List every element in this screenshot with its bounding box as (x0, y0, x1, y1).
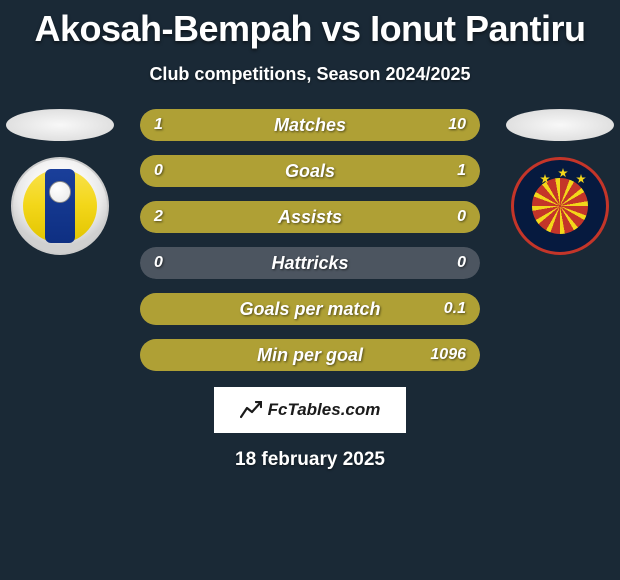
player-right-column (500, 109, 620, 255)
attribution-text: FcTables.com (268, 400, 381, 420)
stat-value-left: 2 (154, 201, 163, 233)
bar-fill-right (140, 155, 480, 187)
page-title: Akosah-Bempah vs Ionut Pantiru (0, 0, 620, 50)
bar-fill-right (140, 293, 480, 325)
bar-track (140, 247, 480, 279)
stat-row: 1096Min per goal (140, 339, 480, 371)
bar-fill-right (171, 109, 480, 141)
date-label: 18 february 2025 (0, 449, 620, 471)
stat-value-right: 0.1 (444, 293, 466, 325)
chart-icon (240, 401, 262, 419)
stat-row: 00Hattricks (140, 247, 480, 279)
stat-value-right: 10 (448, 109, 466, 141)
player-right-silhouette (506, 109, 614, 141)
stat-row: 0.1Goals per match (140, 293, 480, 325)
attribution-badge: FcTables.com (214, 387, 406, 433)
stat-value-right: 0 (457, 247, 466, 279)
stat-value-right: 1096 (430, 339, 466, 371)
comparison-area: 110Matches01Goals20Assists00Hattricks0.1… (0, 109, 620, 471)
stat-row: 01Goals (140, 155, 480, 187)
bar-fill-left (140, 201, 480, 233)
stat-bars: 110Matches01Goals20Assists00Hattricks0.1… (140, 109, 480, 371)
club-badge-left (11, 157, 109, 255)
page-subtitle: Club competitions, Season 2024/2025 (0, 64, 620, 85)
player-left-silhouette (6, 109, 114, 141)
club-badge-right (511, 157, 609, 255)
stat-row: 110Matches (140, 109, 480, 141)
stat-row: 20Assists (140, 201, 480, 233)
stat-value-right: 0 (457, 201, 466, 233)
stat-value-left: 0 (154, 247, 163, 279)
stat-value-left: 0 (154, 155, 163, 187)
player-left-column (0, 109, 120, 255)
stat-value-right: 1 (457, 155, 466, 187)
bar-fill-right (140, 339, 480, 371)
stat-value-left: 1 (154, 109, 163, 141)
